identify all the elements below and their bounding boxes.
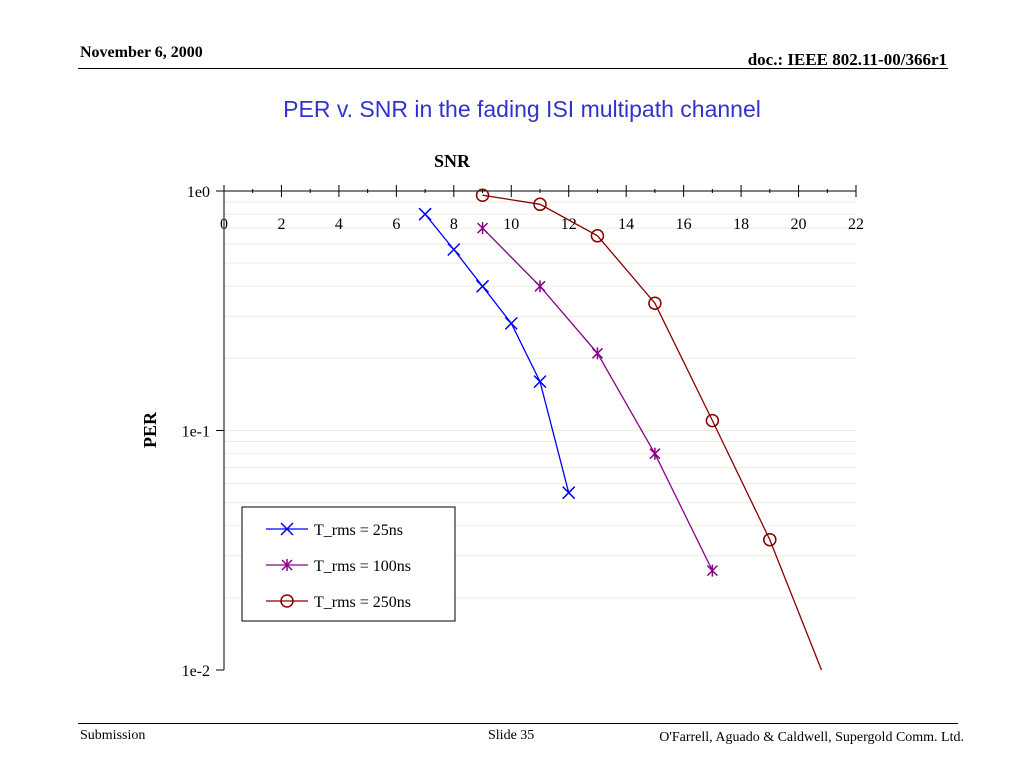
series-line [424, 213, 570, 493]
header-date: November 6, 2000 [80, 44, 203, 61]
data-point [280, 594, 294, 608]
marker-stroke [447, 242, 461, 256]
marker-stroke [504, 316, 518, 330]
x-tick-label: 22 [848, 216, 864, 233]
marker-stroke [280, 522, 294, 536]
data-point [504, 316, 518, 330]
legend-item: T_rms = 100ns [266, 558, 411, 575]
y-tick-label: 1e-1 [182, 424, 210, 441]
legend-label: T_rms = 250ns [314, 594, 411, 611]
data-point [281, 559, 293, 571]
data-point [476, 279, 490, 293]
grid-lines [224, 201, 856, 599]
x-tick-label: 2 [277, 216, 285, 233]
header-doc-id: doc.: IEEE 802.11-00/366r1 [747, 50, 947, 69]
data-point [763, 532, 777, 547]
series-asterisk [477, 222, 718, 577]
data-point [418, 207, 432, 221]
y-tick-label: 1e-2 [182, 663, 210, 680]
data-point [649, 447, 661, 460]
x-tick-label: 16 [676, 216, 692, 233]
marker-circle [705, 413, 720, 428]
slide-title: PER v. SNR in the fading ISI multipath c… [283, 96, 761, 122]
footer-submission: Submission [80, 728, 146, 743]
data-point [705, 413, 720, 428]
series-x [418, 207, 576, 500]
x-axis-label: SNR [434, 151, 471, 171]
data-point [477, 222, 489, 235]
x-tick-label: 8 [450, 216, 458, 233]
x-tick-label: 4 [335, 216, 343, 233]
marker-stroke [533, 375, 547, 389]
x-tick-label: 10 [503, 216, 519, 233]
marker-circle [533, 197, 547, 212]
header-divider [78, 68, 948, 69]
footer-slide-number: Slide 35 [488, 728, 535, 743]
data-point [447, 242, 461, 256]
x-tick-label: 14 [618, 216, 634, 233]
marker-stroke [476, 279, 490, 293]
legend-label: T_rms = 25ns [314, 522, 403, 539]
data-point [475, 188, 490, 202]
series-circle [475, 188, 823, 671]
data-point [706, 564, 718, 577]
data-point [648, 296, 662, 310]
chart-legend: T_rms = 25ns T_rms = 100ns T_rms = 250ns [241, 506, 456, 622]
footer-authors: O'Farrell, Aguado & Caldwell, Supergold … [659, 730, 964, 745]
data-point [534, 280, 546, 293]
legend-item: T_rms = 250ns [266, 594, 411, 611]
x-tick-label: 6 [392, 216, 400, 233]
chart-series [418, 188, 823, 671]
legend-label: T_rms = 100ns [314, 558, 411, 575]
marker-circle [475, 188, 490, 202]
y-tick-label: 1e0 [187, 184, 210, 201]
y-axis-label: PER [140, 411, 160, 448]
series-line [482, 194, 823, 671]
data-point [280, 522, 294, 536]
data-point [562, 486, 576, 500]
footer-divider [78, 723, 958, 724]
data-point [533, 375, 547, 389]
data-point [590, 229, 605, 243]
marker-stroke [418, 207, 432, 221]
marker-circle [648, 296, 662, 310]
x-tick-label: 12 [561, 216, 577, 233]
data-point [533, 197, 547, 212]
x-tick-label: 20 [791, 216, 807, 233]
data-point [591, 347, 603, 360]
marker-stroke [562, 486, 576, 500]
marker-circle [590, 229, 605, 243]
legend-item: T_rms = 25ns [266, 522, 403, 539]
legend-box [241, 506, 456, 622]
x-tick-label: 18 [733, 216, 749, 233]
marker-circle [763, 532, 777, 547]
series-line [482, 227, 713, 571]
marker-circle [280, 594, 294, 608]
